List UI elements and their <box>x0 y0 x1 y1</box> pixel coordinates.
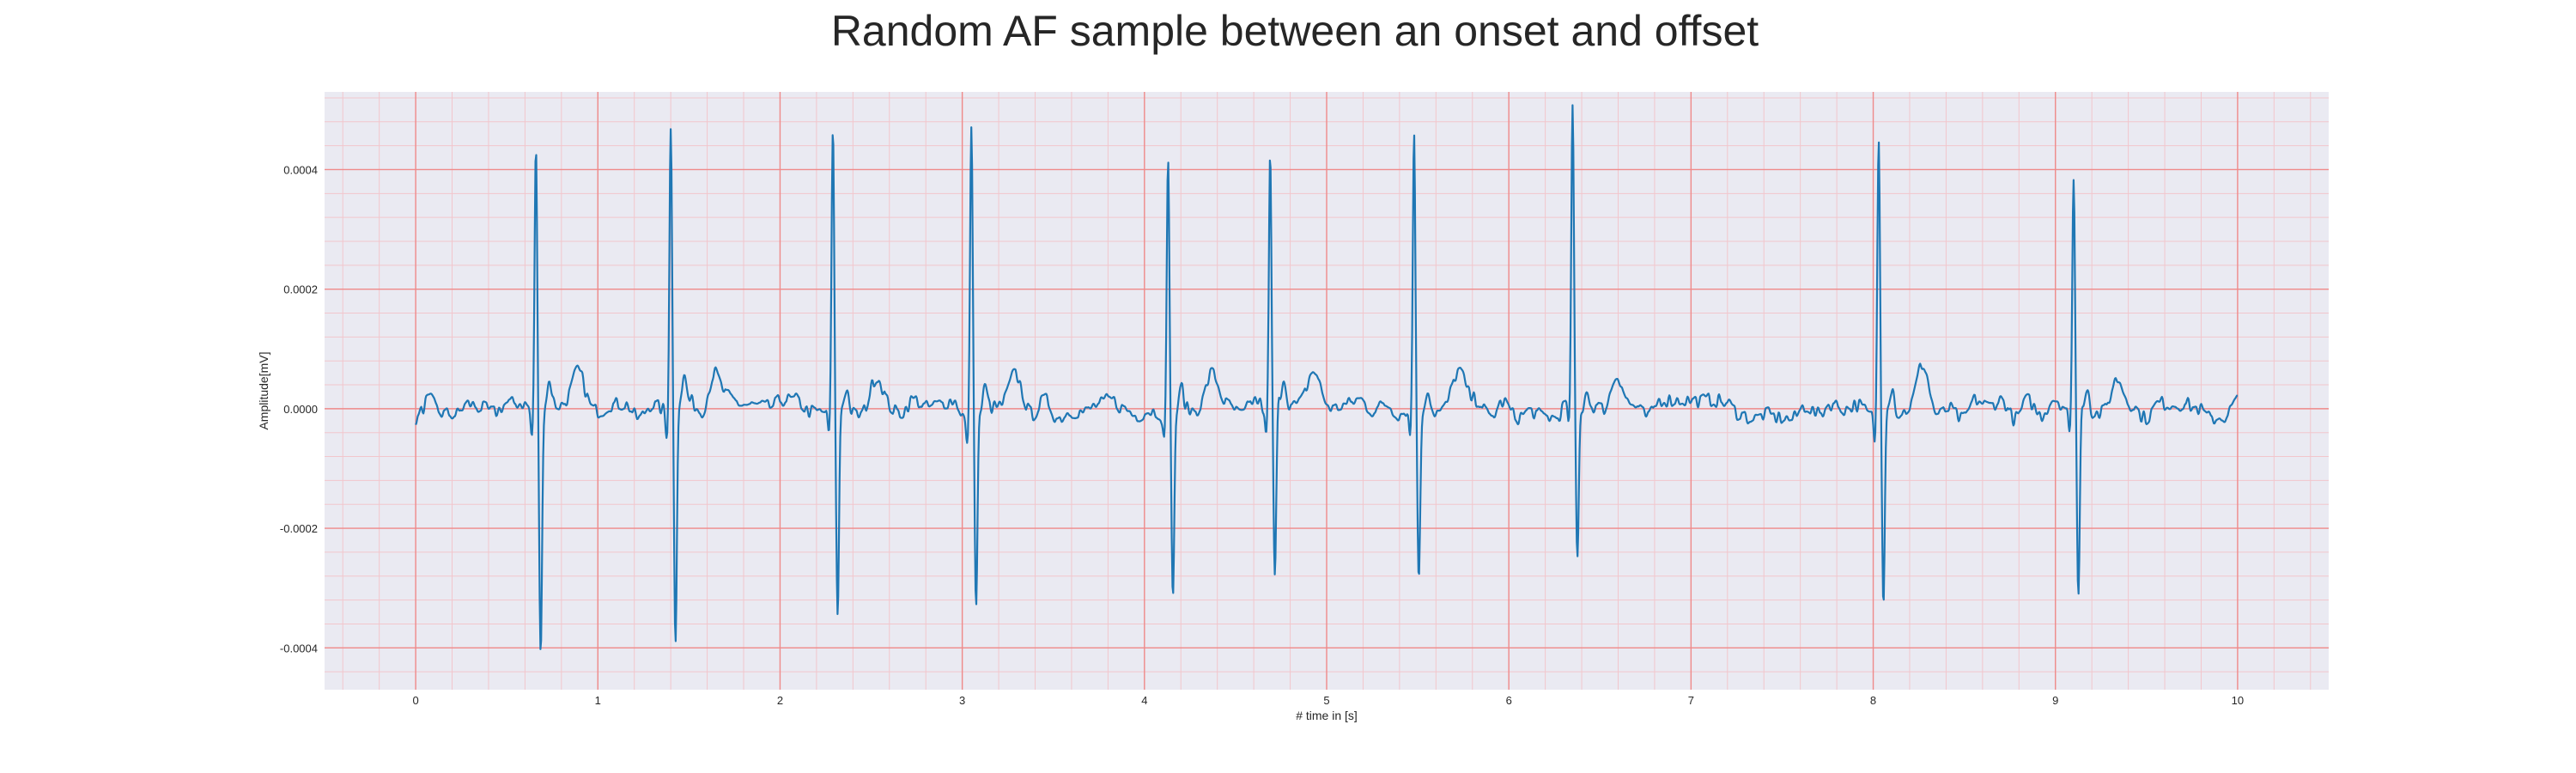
x-tick-label: 2 <box>777 694 783 707</box>
x-axis-label: # time in [s] <box>1296 709 1358 722</box>
x-tick-label: 3 <box>959 694 965 707</box>
ecg-signal-line <box>415 104 2239 650</box>
y-tick-label: 0.0000 <box>283 403 318 416</box>
y-tick-label: -0.0002 <box>280 522 318 535</box>
y-axis-label: Amplitude[mV] <box>257 351 270 429</box>
x-tick-label: 1 <box>595 694 601 707</box>
y-axis-ticks: -0.0004 -0.0002 0.0000 0.0002 0.0004 <box>280 163 318 654</box>
major-grid <box>325 92 2329 690</box>
x-tick-label: 6 <box>1506 694 1512 707</box>
x-tick-label: 9 <box>2052 694 2058 707</box>
x-tick-label: 7 <box>1688 694 1694 707</box>
chart-title: Random AF sample between an onset and of… <box>831 7 1759 55</box>
y-tick-label: -0.0004 <box>280 642 318 654</box>
x-axis-ticks: 0 1 2 3 4 5 6 7 8 9 10 <box>412 694 2244 707</box>
x-tick-label: 5 <box>1323 694 1329 707</box>
x-tick-label: 10 <box>2232 694 2244 707</box>
y-tick-label: 0.0004 <box>283 163 318 176</box>
x-tick-label: 0 <box>412 694 418 707</box>
x-tick-label: 4 <box>1141 694 1147 707</box>
x-tick-label: 8 <box>1870 694 1876 707</box>
y-tick-label: 0.0002 <box>283 283 318 296</box>
